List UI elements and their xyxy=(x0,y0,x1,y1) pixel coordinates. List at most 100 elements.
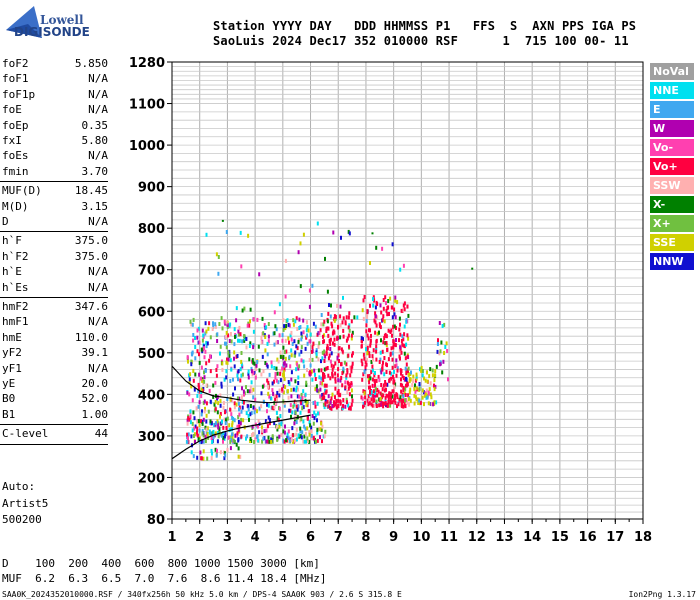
echo-point xyxy=(379,391,382,396)
echo-point xyxy=(308,430,311,434)
echo-point xyxy=(190,359,193,364)
echo-point xyxy=(399,368,402,373)
param-name: yE xyxy=(2,377,16,390)
echo-point xyxy=(351,351,354,356)
echo-point xyxy=(262,436,265,441)
echo-point xyxy=(390,305,393,310)
echo-point xyxy=(402,404,405,409)
echo-point xyxy=(230,412,233,417)
echo-point xyxy=(268,418,271,423)
echo-point xyxy=(241,372,244,377)
echo-point xyxy=(337,353,340,358)
echo-point xyxy=(210,448,213,453)
echo-point xyxy=(260,372,263,377)
param-value: 3.15 xyxy=(81,199,109,213)
y-tick-label: 1280 xyxy=(129,56,165,71)
echo-point xyxy=(368,401,371,406)
x-tick-labels: 1 2 3 4 5 6 7 8 9 10 11 12 13 14 15 16 17 18 xyxy=(167,530,652,545)
echo-point xyxy=(206,426,209,431)
echo-point xyxy=(247,371,250,376)
echo-point xyxy=(204,331,207,336)
echo-point xyxy=(334,371,337,376)
echo-point xyxy=(442,359,445,364)
echo-point xyxy=(208,321,211,326)
echo-point xyxy=(273,366,276,370)
echo-point xyxy=(192,368,195,373)
param-row: hmF2 347.6 xyxy=(2,300,108,315)
echo-point xyxy=(283,373,285,378)
echo-point xyxy=(345,362,348,367)
echo-point xyxy=(334,376,337,381)
echo-point xyxy=(220,381,223,386)
echo-point xyxy=(334,402,337,407)
echo-point xyxy=(420,365,423,370)
param-name: h`Es xyxy=(2,280,29,294)
echo-point xyxy=(299,399,302,404)
echo-point xyxy=(325,326,328,331)
echo-point xyxy=(247,404,250,409)
echo-point xyxy=(204,439,207,444)
echo-point xyxy=(233,418,236,423)
echo-point xyxy=(198,340,201,345)
echo-point xyxy=(370,333,372,338)
echo-point xyxy=(224,421,227,426)
digisonde-logo xyxy=(6,6,42,38)
echo-point xyxy=(223,417,226,422)
echo-point xyxy=(388,377,391,382)
echo-point xyxy=(439,349,442,354)
echo-point xyxy=(398,316,401,321)
echo-point xyxy=(229,379,232,383)
echo-point xyxy=(362,401,365,406)
echo-point xyxy=(262,331,265,336)
echo-point xyxy=(309,423,312,428)
echo-point xyxy=(307,328,310,333)
echo-point xyxy=(372,357,374,362)
echo-point xyxy=(402,386,405,390)
echo-point xyxy=(200,347,203,352)
echo-point xyxy=(381,387,384,392)
echo-point xyxy=(319,381,322,386)
echo-point xyxy=(434,373,436,378)
echo-point xyxy=(326,289,329,294)
echo-point xyxy=(226,357,228,362)
param-name: foE xyxy=(2,103,22,117)
echo-point xyxy=(360,336,363,341)
echo-point xyxy=(329,341,332,346)
echo-point xyxy=(342,328,345,333)
echo-point xyxy=(395,326,397,330)
echo-point xyxy=(203,409,206,414)
echo-point xyxy=(226,447,229,452)
echo-point xyxy=(236,433,238,438)
echo-point xyxy=(266,409,268,414)
echo-point xyxy=(325,350,328,355)
echo-point xyxy=(266,364,269,369)
echo-point xyxy=(376,315,379,320)
echo-point xyxy=(346,336,349,341)
echo-point xyxy=(321,439,323,444)
echo-point xyxy=(362,372,365,377)
param-name: D xyxy=(2,215,9,228)
echo-point xyxy=(217,271,220,276)
echo-point xyxy=(433,387,436,392)
echo-point xyxy=(190,434,193,439)
echo-point xyxy=(374,330,377,335)
echo-point xyxy=(205,361,208,366)
echo-point xyxy=(348,231,351,236)
echo-point xyxy=(367,374,369,379)
echo-point xyxy=(409,398,412,403)
echo-point xyxy=(324,256,326,261)
echo-point xyxy=(414,383,416,388)
echo-point xyxy=(428,387,431,392)
param-row: hmF1 N/A xyxy=(2,315,108,330)
echo-point xyxy=(401,334,404,339)
echo-point xyxy=(304,392,307,397)
echo-point xyxy=(297,387,299,392)
echo-point xyxy=(241,308,244,313)
echo-point xyxy=(278,393,281,398)
echo-point xyxy=(333,337,336,342)
echo-point xyxy=(321,356,324,361)
echo-point xyxy=(306,416,309,421)
echo-point xyxy=(393,384,396,389)
echo-point xyxy=(214,431,217,436)
